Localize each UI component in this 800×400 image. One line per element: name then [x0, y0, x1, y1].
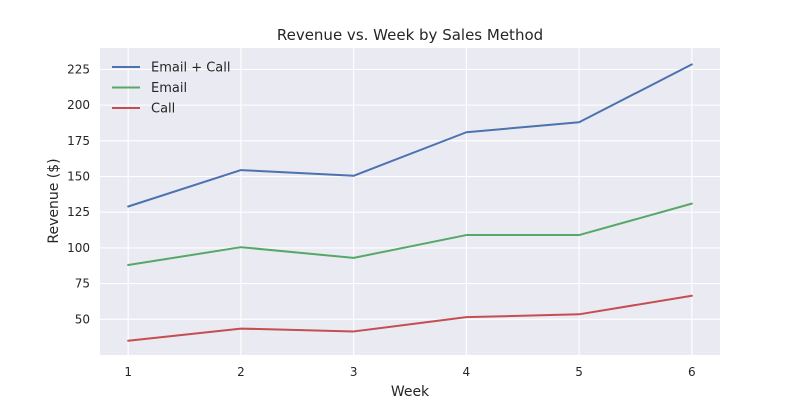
x-tick-label: 3 — [350, 365, 358, 379]
y-tick-label: 75 — [75, 277, 90, 291]
series-line-email-call — [127, 63, 693, 208]
x-tick-label: 6 — [688, 365, 696, 379]
chart-title: Revenue vs. Week by Sales Method — [277, 26, 543, 44]
x-tick-labels: 1 2 3 4 5 6 — [124, 365, 695, 379]
y-tick-label: 125 — [67, 205, 90, 219]
legend-label-email-call: Email + Call — [151, 61, 231, 76]
legend: Email + Call Email Call — [112, 61, 231, 117]
x-tick-label: 2 — [237, 365, 245, 379]
legend-label-email: Email — [151, 81, 187, 96]
y-tick-label: 225 — [67, 62, 90, 76]
y-tick-labels: 50 75 100 125 150 175 200 225 — [67, 62, 90, 326]
y-tick-label: 200 — [67, 98, 90, 112]
series-line-email — [127, 202, 693, 267]
plot-area — [100, 48, 720, 355]
series-layer — [127, 63, 693, 342]
x-tick-label: 4 — [463, 365, 471, 379]
x-axis-label: Week — [391, 384, 430, 400]
x-tick-label: 1 — [124, 365, 132, 379]
y-tick-label: 50 — [75, 312, 90, 326]
y-axis-label: Revenue ($) — [46, 158, 62, 243]
x-tick-label: 5 — [575, 365, 583, 379]
grid — [100, 48, 720, 355]
y-tick-label: 175 — [67, 134, 90, 148]
y-tick-label: 150 — [67, 170, 90, 184]
series-line-call — [127, 294, 693, 342]
y-tick-label: 100 — [67, 241, 90, 255]
legend-label-call: Call — [151, 102, 175, 117]
